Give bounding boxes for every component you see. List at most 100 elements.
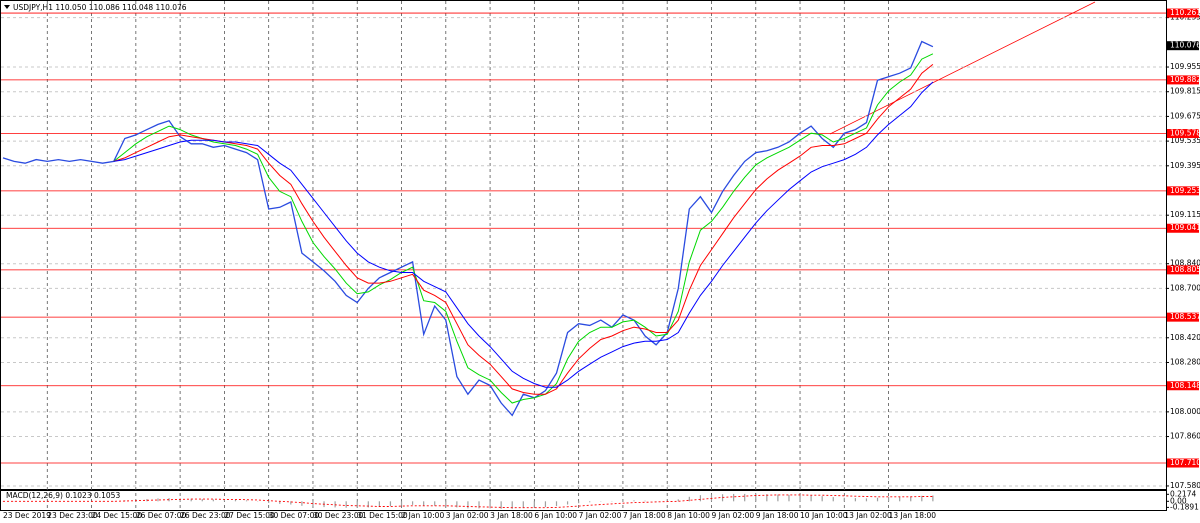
macd-bar: [832, 497, 834, 502]
y-tick-label: 107.860: [1170, 432, 1200, 441]
x-tick-label: 23 Dec 2019: [3, 511, 51, 520]
level-box: [1167, 223, 1199, 233]
level-label: 108.805: [1170, 265, 1200, 274]
x-tick-label: 2 Jan 10:00: [402, 511, 445, 520]
macd-bar: [279, 501, 281, 504]
macd-bar: [710, 494, 713, 502]
ma-line: [113, 53, 934, 404]
macd-bar: [157, 498, 159, 502]
macd-bar: [777, 494, 779, 502]
x-tick-label: 9 Jan 18:00: [756, 511, 799, 520]
y-tick-label: 109.395: [1170, 161, 1200, 170]
x-tick-label: 7 Jan 02:00: [579, 511, 622, 520]
macd-bar: [190, 498, 192, 502]
macd-bar: [633, 500, 635, 502]
macd-bar: [522, 501, 524, 509]
macd-bar: [268, 501, 270, 503]
level-box: [1167, 381, 1199, 391]
macd-bar: [367, 501, 369, 508]
macd-frame: [0, 490, 1167, 511]
price-line: [2, 40, 934, 417]
y-tick-label: 108.700: [1170, 283, 1200, 292]
macd-bar: [146, 499, 148, 502]
level-box: [1167, 186, 1199, 196]
signal-line: [3, 494, 933, 509]
macd-bar: [688, 496, 690, 502]
y-tick-label: 108.000: [1170, 407, 1200, 416]
level-label: 109.578: [1170, 129, 1200, 138]
y-tick-label: 109.955: [1170, 62, 1200, 71]
y-tick-label: 0.00: [1170, 496, 1187, 505]
macd-bar: [356, 501, 358, 508]
macd-bar: [899, 496, 901, 502]
macd-bar: [345, 501, 347, 508]
y-tick-label: 108.840: [1170, 259, 1200, 268]
macd-bar: [644, 500, 646, 502]
macd-bar: [245, 500, 248, 502]
macd-bar: [821, 496, 823, 502]
macd-bar: [423, 501, 425, 506]
x-tick-label: 9 Jan 02:00: [711, 511, 754, 520]
macd-bar: [467, 501, 469, 509]
macd-bar: [910, 496, 912, 502]
level-label: 108.537: [1170, 312, 1200, 321]
macd-bar: [699, 495, 702, 502]
macd-bar: [677, 499, 679, 502]
macd-bar: [179, 498, 181, 502]
level-box: [1167, 75, 1199, 85]
level-label: 109.882: [1170, 75, 1200, 84]
level-box: [1167, 265, 1199, 275]
ma-line: [113, 64, 934, 395]
macd-bar: [566, 501, 569, 505]
macd-bar: [533, 501, 535, 508]
x-tick-label: 23 Dec 23:00: [47, 511, 98, 520]
macd-bar: [843, 497, 845, 502]
macd-bar: [312, 501, 314, 507]
x-tick-label: 26 Dec 23:00: [180, 511, 231, 520]
macd-bar: [223, 499, 225, 502]
level-label: 109.253: [1170, 186, 1200, 195]
macd-bar: [865, 498, 868, 502]
macd-bar: [733, 493, 735, 502]
macd-bar: [544, 501, 547, 508]
macd-bar: [921, 495, 923, 502]
y-tick-label: 108.280: [1170, 357, 1200, 366]
level-box: [1167, 312, 1199, 322]
trend-line: [829, 1, 1096, 135]
x-tick-label: 7 Jan 18:00: [623, 511, 666, 520]
level-box: [1167, 129, 1199, 139]
macd-bar: [788, 494, 790, 502]
x-tick-label: 6 Jan 10:00: [534, 511, 577, 520]
level-label: 110.261: [1170, 8, 1200, 17]
macd-bar: [744, 493, 746, 502]
x-tick-label: 13 Jan 02:00: [844, 511, 892, 520]
y-tick-label: 109.115: [1170, 210, 1200, 219]
level-label: 107.710: [1170, 458, 1200, 467]
ma-line: [113, 81, 934, 388]
level-box: [1167, 458, 1199, 468]
macd-bar: [301, 501, 303, 506]
last-price-box: [1167, 41, 1199, 51]
level-box: [1167, 8, 1199, 18]
macd-bar: [290, 501, 292, 505]
x-tick-label: 24 Dec 15:00: [92, 511, 143, 520]
macd-bar: [434, 501, 436, 506]
macd-bar: [755, 493, 757, 502]
macd-bar: [810, 495, 812, 502]
x-tick-label: 3 Jan 02:00: [446, 511, 489, 520]
title-arrow: [4, 5, 10, 9]
macd-bar: [445, 501, 447, 507]
macd-bar: [578, 501, 580, 504]
x-tick-label: 31 Dec 15:00: [357, 511, 408, 520]
x-tick-label: 27 Dec 15:00: [224, 511, 275, 520]
macd-bar: [234, 500, 237, 502]
macd-bar: [201, 499, 203, 502]
macd-bar: [622, 500, 624, 502]
macd-title: MACD(12,26,9) 0.1023 0.1053: [6, 491, 120, 500]
main-frame: [0, 0, 1167, 490]
y-tick-label: 108.420: [1170, 333, 1200, 342]
macd-bar: [411, 501, 414, 505]
macd-bar: [799, 495, 801, 502]
macd-bar: [400, 501, 403, 506]
